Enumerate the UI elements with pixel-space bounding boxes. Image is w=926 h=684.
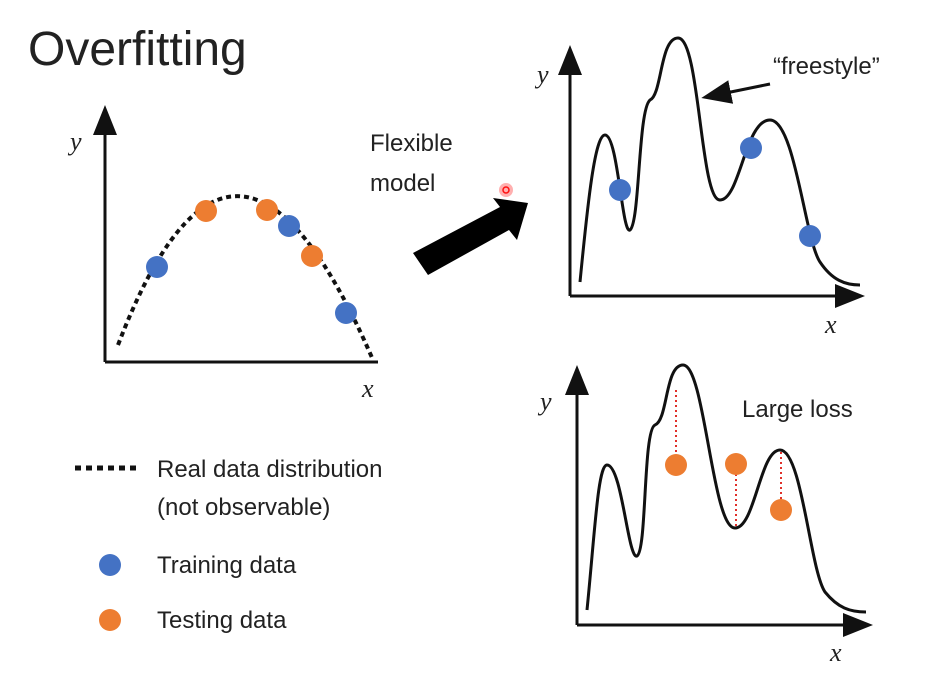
arrow-label-line1: Flexible bbox=[370, 130, 453, 157]
testing-point bbox=[301, 245, 323, 267]
top-right-plot bbox=[558, 36, 865, 308]
top-y-label: y bbox=[537, 60, 549, 89]
real-distribution-curve bbox=[116, 194, 375, 361]
freestyle-pointer-arrow bbox=[701, 80, 771, 104]
training-point bbox=[335, 302, 357, 324]
bottom-x-label: x bbox=[830, 638, 842, 667]
testing-point bbox=[770, 499, 792, 521]
legend-real-sublabel: (not observable) bbox=[157, 494, 331, 521]
training-point bbox=[146, 256, 168, 278]
freestyle-annotation: “freestyle” bbox=[773, 53, 880, 80]
legend-training-label: Training data bbox=[157, 552, 297, 579]
bottom-y-label: y bbox=[540, 387, 552, 416]
left-plot bbox=[93, 105, 378, 364]
legend-real-label: Real data distribution bbox=[157, 456, 383, 483]
left-x-label: x bbox=[362, 374, 374, 403]
testing-point bbox=[725, 453, 747, 475]
big-arrow-icon bbox=[413, 198, 528, 275]
top-x-label: x bbox=[825, 310, 837, 339]
testing-point bbox=[256, 199, 278, 221]
legend-testing-dot-icon bbox=[99, 609, 121, 631]
overfit-curve bbox=[585, 363, 867, 614]
arrow-label-line2: model bbox=[370, 170, 436, 197]
testing-point bbox=[195, 200, 217, 222]
training-point bbox=[609, 179, 631, 201]
overfit-curve bbox=[578, 36, 861, 287]
legend-testing-label: Testing data bbox=[157, 607, 287, 634]
legend-training-dot-icon bbox=[99, 554, 121, 576]
laser-pointer-dot bbox=[499, 183, 513, 197]
training-point bbox=[278, 215, 300, 237]
bottom-right-plot bbox=[565, 363, 873, 637]
testing-point bbox=[665, 454, 687, 476]
slide-title: Overfitting bbox=[28, 23, 247, 76]
large-loss-annotation: Large loss bbox=[742, 396, 853, 423]
training-point bbox=[799, 225, 821, 247]
left-y-label: y bbox=[70, 127, 82, 156]
training-point bbox=[740, 137, 762, 159]
